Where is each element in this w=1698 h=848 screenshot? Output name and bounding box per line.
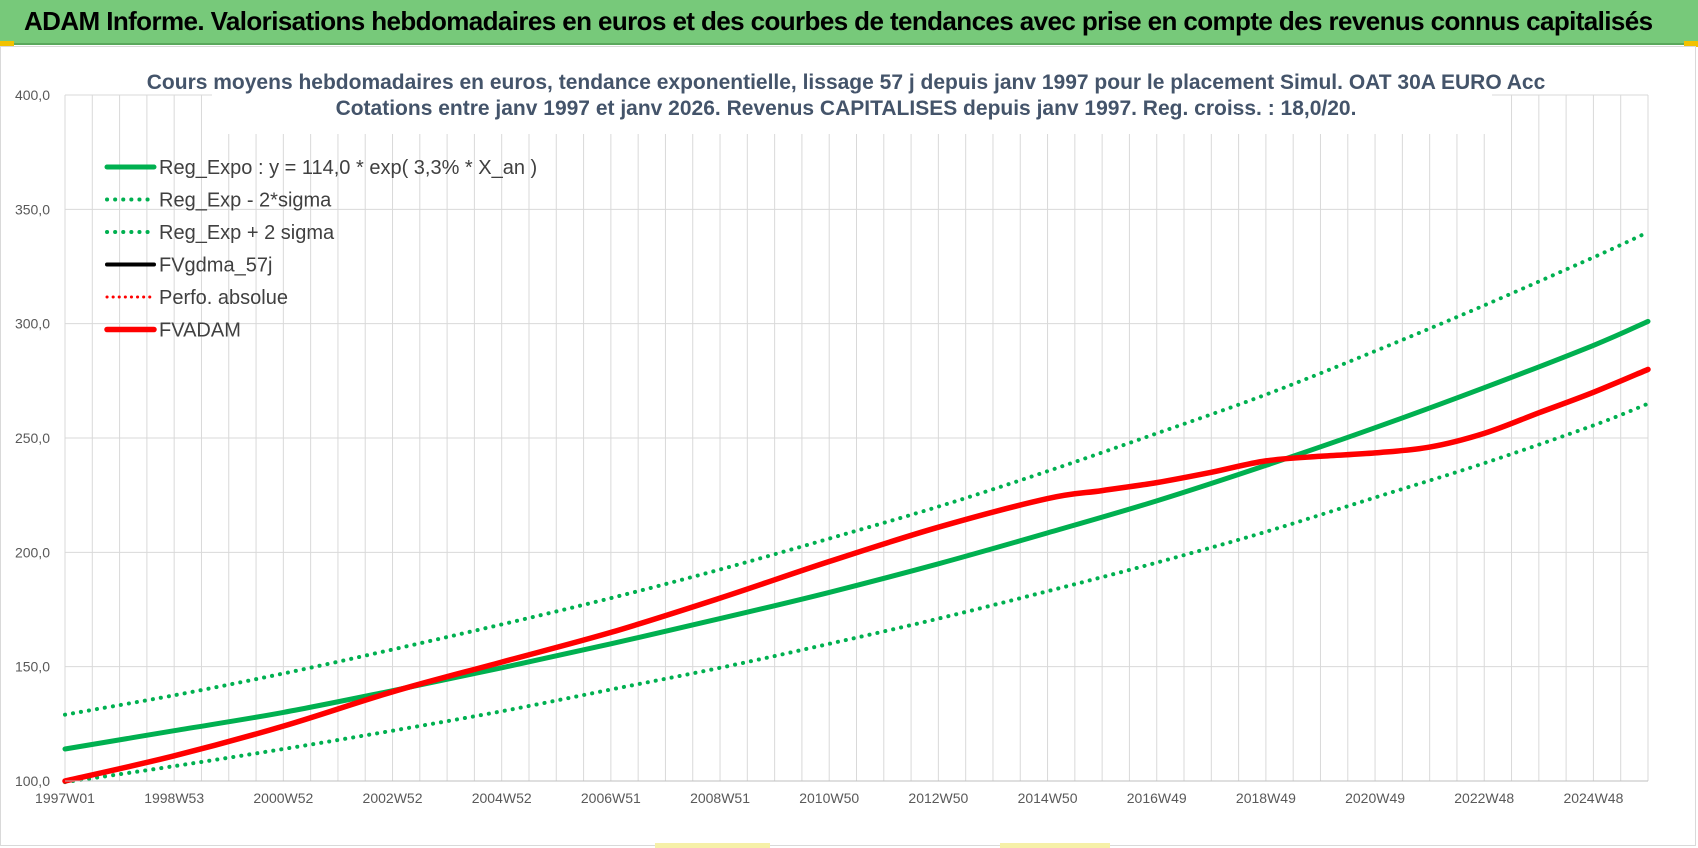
- page-title: ADAM Informe. Valorisations hebdomadaire…: [24, 6, 1653, 36]
- legend-label-0: Reg_Expo : y = 114,0 * exp( 3,3% * X_an …: [159, 157, 537, 179]
- legend-label-5: FVADAM: [159, 320, 241, 342]
- x-tick-label: 2014W50: [1018, 790, 1078, 806]
- legend-label-3: FVgdma_57j: [159, 255, 272, 277]
- x-tick-label: 2006W51: [581, 790, 641, 806]
- x-tick-label: 2022W48: [1454, 790, 1514, 806]
- bottom-strip-2: [1000, 843, 1110, 848]
- axis-layer: 400,0 350,0 300,0 250,0 200,0 150,0 100,01997W…: [15, 87, 1648, 806]
- x-tick-label: 2010W50: [799, 790, 859, 806]
- x-tick-label: 1998W53: [144, 790, 204, 806]
- series-line-0: [62, 318, 1651, 752]
- y-tick-label: 150,0: [15, 659, 50, 675]
- legend-label-4: Perfo. absolue: [159, 287, 288, 309]
- line-chart: 400,0 350,0 300,0 250,0 200,0 150,0 100,01997W…: [15, 64, 1651, 806]
- grid-layer: [64, 94, 1649, 782]
- y-tick-label: 350,0: [15, 201, 50, 217]
- series-line-2: [63, 230, 1650, 717]
- corner-marker-left: [0, 41, 14, 47]
- x-tick-label: 2004W52: [472, 790, 532, 806]
- header-banner: ADAM Informe. Valorisations hebdomadaire…: [0, 0, 1698, 45]
- bottom-strip-1: [655, 843, 770, 848]
- chart-title-line-2: Cotations entre janv 1997 et janv 2026. …: [336, 97, 1357, 120]
- legend-label-2: Reg_Exp + 2 sigma: [159, 222, 335, 244]
- chart-legend: Reg_Expo : y = 114,0 * exp( 3,3% * X_an …: [104, 157, 537, 342]
- x-tick-label: 2012W50: [908, 790, 968, 806]
- y-tick-label: 300,0: [15, 316, 50, 332]
- corner-marker-right: [1684, 41, 1698, 47]
- y-tick-label: 400,0: [15, 87, 50, 103]
- x-tick-label: 2018W49: [1236, 790, 1296, 806]
- title-background: [212, 64, 1492, 134]
- y-tick-label: 200,0: [15, 544, 50, 560]
- x-tick-label: 2008W51: [690, 790, 750, 806]
- series-line-1: [63, 401, 1650, 785]
- legend-label-1: Reg_Exp - 2*sigma: [159, 190, 332, 212]
- x-tick-label: 2016W49: [1127, 790, 1187, 806]
- y-tick-label: 100,0: [15, 773, 50, 789]
- x-tick-label: 2002W52: [363, 790, 423, 806]
- series-line-5: [62, 366, 1651, 784]
- x-tick-label: 2020W49: [1345, 790, 1405, 806]
- x-tick-label: 2000W52: [253, 790, 313, 806]
- y-tick-label: 250,0: [15, 430, 50, 446]
- x-tick-label: 2024W48: [1563, 790, 1623, 806]
- series-layer: [62, 230, 1651, 785]
- x-tick-label: 1997W01: [35, 790, 95, 806]
- chart-title-line-1: Cours moyens hebdomadaires en euros, ten…: [147, 71, 1546, 94]
- chart-frame: [0, 46, 1696, 846]
